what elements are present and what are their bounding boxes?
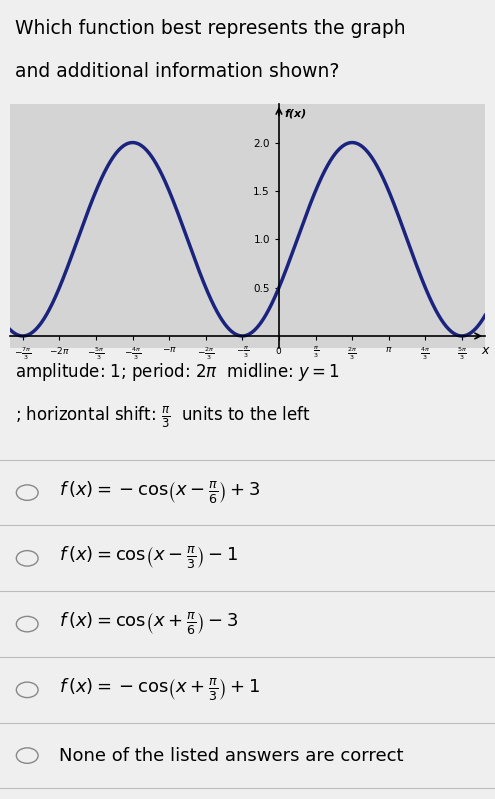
Text: amplitude: 1; period: $2\pi$  midline: $y = 1$: amplitude: 1; period: $2\pi$ midline: $y… (15, 360, 340, 383)
Text: None of the listed answers are correct: None of the listed answers are correct (59, 746, 404, 765)
Text: $f\,(x) = -\cos\!\left(x + \frac{\pi}{3}\right) + 1$: $f\,(x) = -\cos\!\left(x + \frac{\pi}{3}… (59, 677, 260, 703)
Text: $f\,(x) = \cos\!\left(x + \frac{\pi}{6}\right) - 3$: $f\,(x) = \cos\!\left(x + \frac{\pi}{6}\… (59, 611, 239, 637)
Text: Which function best represents the graph: Which function best represents the graph (15, 19, 405, 38)
Text: $f\,(x) = -\cos\!\left(x - \frac{\pi}{6}\right) + 3$: $f\,(x) = -\cos\!\left(x - \frac{\pi}{6}… (59, 479, 261, 506)
Text: x: x (482, 344, 489, 356)
Text: and additional information shown?: and additional information shown? (15, 62, 339, 81)
Text: ; horizontal shift: $\frac{\pi}{3}$  units to the left: ; horizontal shift: $\frac{\pi}{3}$ unit… (15, 405, 310, 430)
Text: $f\,(x) = \cos\!\left(x - \frac{\pi}{3}\right) - 1$: $f\,(x) = \cos\!\left(x - \frac{\pi}{3}\… (59, 546, 239, 571)
Text: f(x): f(x) (284, 109, 306, 119)
